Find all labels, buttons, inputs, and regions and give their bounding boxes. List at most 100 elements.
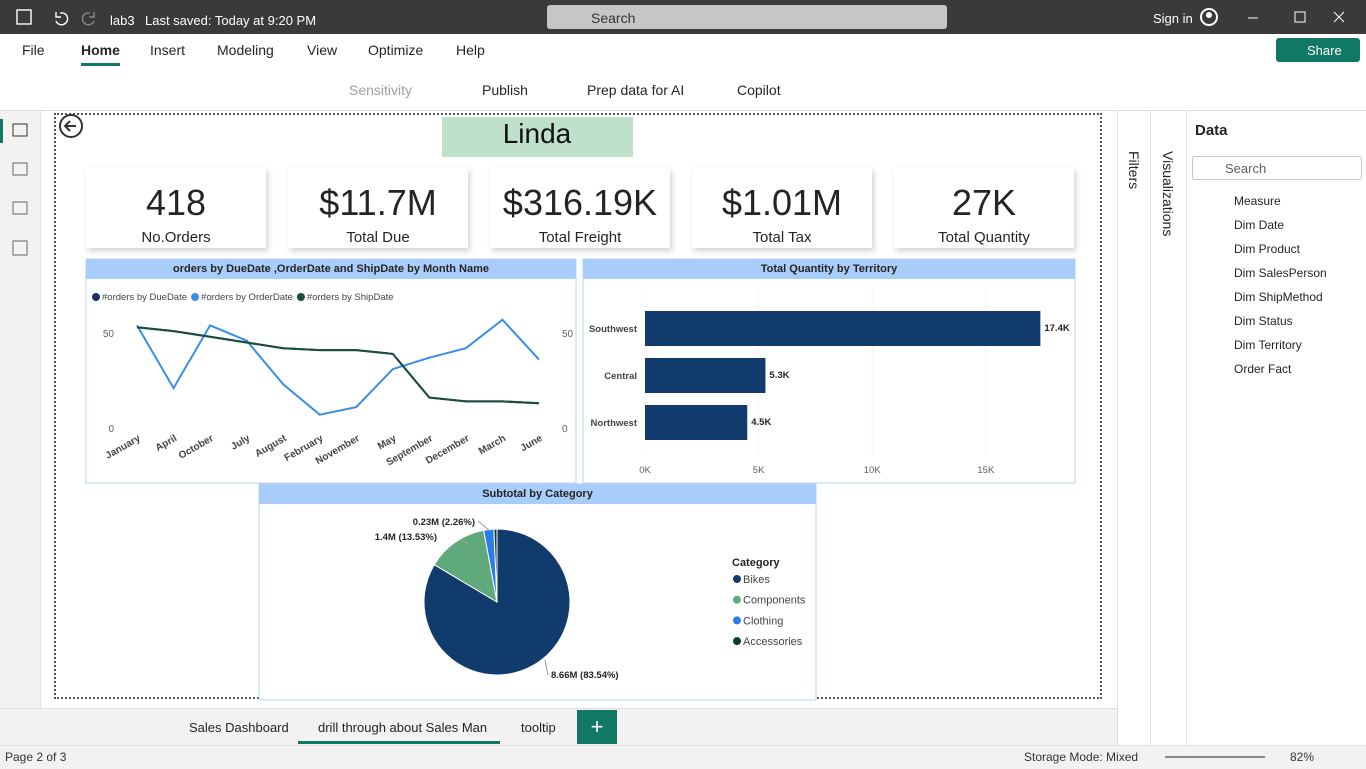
x-tick-label: 0K xyxy=(639,465,651,476)
visual-title: Subtotal by Category xyxy=(482,488,594,500)
ribbon-button[interactable]: Copilot xyxy=(737,82,781,98)
legend-label: Clothing xyxy=(743,615,783,627)
menu-item[interactable]: View xyxy=(307,42,338,58)
data-label: 17.4K xyxy=(1044,323,1069,334)
kpi-value: 418 xyxy=(146,182,206,223)
menu-item[interactable]: File xyxy=(22,42,45,58)
pie-slice xyxy=(493,528,498,603)
y-tick-label: Northwest xyxy=(591,418,638,429)
share-button[interactable]: Share xyxy=(1276,38,1360,62)
menu-item[interactable]: Home xyxy=(81,42,120,66)
data-label: 5.3K xyxy=(769,370,789,381)
data-title: Data xyxy=(1195,122,1228,139)
table-item[interactable]: Dim SalesPerson xyxy=(1234,266,1327,280)
table-item[interactable]: Measure xyxy=(1234,194,1281,208)
legend-dot xyxy=(733,595,741,604)
kpi-label: Total Freight xyxy=(539,229,622,246)
active-underline xyxy=(81,63,120,66)
data-search[interactable]: Search xyxy=(1192,156,1362,180)
bar xyxy=(645,405,748,440)
table-item[interactable]: Dim ShipMethod xyxy=(1234,290,1323,304)
legend-dot xyxy=(733,575,741,583)
legend-dot xyxy=(191,293,200,301)
table-item[interactable]: Dim Territory xyxy=(1234,338,1302,352)
ribbon-button[interactable]: Prep data for AI xyxy=(587,82,685,98)
file-name: lab3 xyxy=(110,13,135,28)
menu-item[interactable]: Optimize xyxy=(368,42,424,58)
x-tick-label: 5K xyxy=(753,465,765,476)
window-controls xyxy=(1200,8,1345,26)
add-page[interactable]: + xyxy=(577,710,617,744)
visual-title: orders by DueDate ,OrderDate and ShipDat… xyxy=(173,263,489,275)
menu-item[interactable]: Help xyxy=(456,42,485,58)
data-search-text: Search xyxy=(1225,161,1267,176)
leader-line xyxy=(477,520,491,532)
bar xyxy=(645,311,1041,346)
visualizations-pane[interactable]: Visualizations xyxy=(1150,111,1187,745)
x-tick-label: 15K xyxy=(977,465,995,476)
x-tick-label: 10K xyxy=(864,465,882,476)
status-bar: Page 2 of 3 Storage Mode: Mixed 82% xyxy=(0,745,1366,769)
ribbon-button[interactable]: Publish xyxy=(482,82,528,98)
storage-mode: Storage Mode: Mixed xyxy=(1024,750,1139,764)
legend-label: Accessories xyxy=(743,636,803,648)
save-status[interactable]: Last saved: Today at 9:20 PM xyxy=(145,13,317,28)
legend-title: Category xyxy=(732,557,781,569)
heading-box xyxy=(442,117,633,157)
legend-label: #orders by ShipDate xyxy=(307,292,394,303)
page-tab[interactable]: Sales Dashboard xyxy=(189,720,289,735)
y-tick-label: Central xyxy=(604,371,637,382)
filters-pane[interactable]: Filters xyxy=(1117,111,1151,745)
left-rail xyxy=(0,111,41,708)
kpi-label: Total Quantity xyxy=(938,229,1030,246)
legend-label: #orders by DueDate xyxy=(102,292,187,303)
table-item[interactable]: Dim Date xyxy=(1234,218,1285,232)
kpi-card xyxy=(692,168,872,248)
data-label: 4.5K xyxy=(751,417,771,428)
search-text: Search xyxy=(591,10,636,26)
table-item[interactable]: Order Fact xyxy=(1234,362,1292,376)
kpi-label: Total Tax xyxy=(753,229,812,246)
page-count: Page 2 of 3 xyxy=(5,750,67,764)
page-tab[interactable]: drill through about Sales Man xyxy=(318,720,488,735)
kpi-value: $1.01M xyxy=(722,182,842,223)
leader-line xyxy=(459,539,471,546)
menu-bar: Share File Home Insert Modeling View Optimize… xyxy=(0,34,1366,66)
page-tab[interactable]: tooltip xyxy=(521,720,556,735)
leader-line xyxy=(544,659,549,676)
menu-item[interactable]: Modeling xyxy=(217,42,274,58)
menu-item[interactable]: Insert xyxy=(150,42,186,58)
legend-dot xyxy=(92,293,100,301)
kpi-card xyxy=(288,168,468,248)
table-item[interactable]: Dim Product xyxy=(1234,242,1301,256)
table-item[interactable]: Dim Status xyxy=(1234,314,1293,328)
y2-tick-label: 50 xyxy=(562,329,574,340)
legend-dot xyxy=(296,293,305,301)
kpi-value: 27K xyxy=(952,182,1016,223)
ribbon: Sensitivity Publish Prep data for AI Copilo… xyxy=(0,66,1366,111)
legend-label: Bikes xyxy=(743,574,770,586)
zoom-level: 82% xyxy=(1290,750,1315,764)
visual-frame xyxy=(85,258,577,484)
kpi-value: $11.7M xyxy=(319,182,436,223)
kpi-label: Total Due xyxy=(346,229,409,246)
tab-underline xyxy=(298,741,500,744)
legend-dot xyxy=(733,637,741,646)
data-label: 8.66M (83.54%) xyxy=(551,670,619,681)
visualizations-label: Visualizations xyxy=(1160,151,1176,237)
data-label: 1.4M (13.53%) xyxy=(375,532,437,543)
title-bar: lab3 Last saved: Today at 9:20 PM Search… xyxy=(0,0,1366,34)
kpi-card xyxy=(490,168,670,248)
sign-in[interactable]: Sign in xyxy=(1153,11,1193,26)
zoom-slider[interactable] xyxy=(1165,756,1265,758)
legend-label: Components xyxy=(743,595,806,607)
back-button[interactable] xyxy=(59,114,83,138)
series-line xyxy=(136,326,540,405)
search-box[interactable]: Search xyxy=(547,5,947,29)
legend-label: #orders by OrderDate xyxy=(201,292,293,303)
pie-slice xyxy=(433,529,498,603)
kpi-card xyxy=(894,168,1074,248)
kpi-value: $316.19K xyxy=(503,182,657,223)
visual-title: Total Quantity by Territory xyxy=(761,263,898,275)
